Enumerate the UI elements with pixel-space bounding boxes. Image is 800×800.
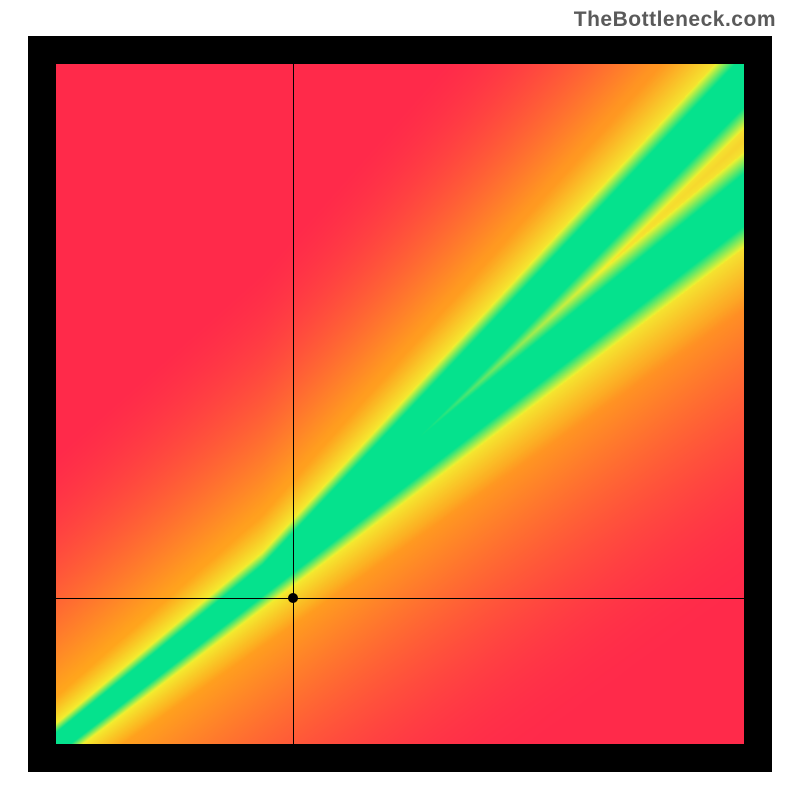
plot-frame xyxy=(28,36,772,772)
crosshair-dot xyxy=(288,593,298,603)
heatmap-canvas xyxy=(56,64,744,744)
chart-container: TheBottleneck.com xyxy=(0,0,800,800)
crosshair-vertical xyxy=(293,64,294,744)
crosshair-horizontal xyxy=(56,598,744,599)
watermark-text: TheBottleneck.com xyxy=(574,8,776,32)
